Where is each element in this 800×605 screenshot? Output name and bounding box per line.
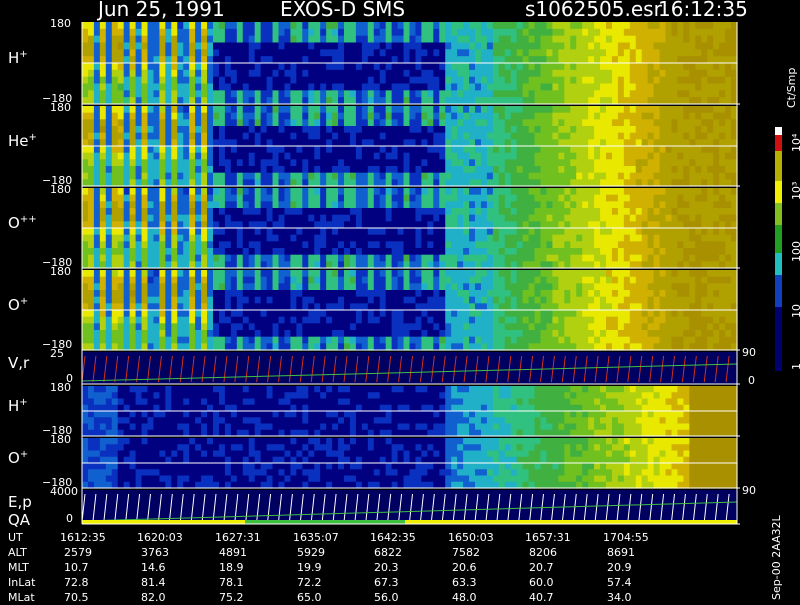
ephemeris-value: 6822 [374, 546, 402, 559]
ephemeris-label: InLat [8, 576, 35, 589]
y-tick-top: 180 [50, 265, 71, 278]
ephemeris-label: MLT [8, 561, 29, 574]
ephemeris-value: 82.0 [141, 591, 166, 604]
ephemeris-value: 7582 [452, 546, 480, 559]
panel-label: H+ [8, 397, 28, 415]
ephemeris-value: 14.6 [141, 561, 166, 574]
ephemeris-value: 40.7 [529, 591, 554, 604]
ephemeris-value: 8206 [529, 546, 557, 559]
colorbar-swatch [775, 275, 782, 307]
colorbar-tick: 1 [790, 363, 800, 370]
ephemeris-value: 1642:35 [370, 531, 416, 544]
ephemeris-value: 18.9 [219, 561, 244, 574]
colorbar-swatch [775, 181, 782, 203]
colorbar-swatch [775, 135, 782, 151]
ephemeris-value: 1635:07 [293, 531, 339, 544]
ephemeris-value: 75.2 [219, 591, 244, 604]
ephemeris-value: 48.0 [452, 591, 477, 604]
ephemeris-value: 1704:55 [603, 531, 649, 544]
y-tick-bottom: 0 [66, 512, 73, 525]
panel-label: V,r [8, 354, 29, 372]
ephemeris-value: 70.5 [64, 591, 89, 604]
ephemeris-value: 72.8 [64, 576, 89, 589]
ephemeris-value: 1650:03 [448, 531, 494, 544]
panel-label: O++ [8, 214, 37, 232]
ephemeris-value: 57.4 [607, 576, 632, 589]
colorbar-swatch [775, 307, 782, 371]
y-tick-top: 4000 [50, 485, 78, 498]
ephemeris-value: 3763 [141, 546, 169, 559]
ephemeris-value: 20.9 [607, 561, 632, 574]
ephemeris-value: 1657:31 [525, 531, 571, 544]
colorbar-tick: 100 [790, 241, 800, 262]
ephemeris-row: UT 1612:35 1620:03 1627:31 1635:07 1642:35 165… [0, 531, 740, 545]
y-tick-top: 25 [50, 347, 64, 360]
ephemeris-value: 81.4 [141, 576, 166, 589]
ephemeris-value: 20.3 [374, 561, 399, 574]
ephemeris-value: 8691 [607, 546, 635, 559]
ephemeris-value: 1627:31 [215, 531, 261, 544]
qa-bar-segment [245, 520, 405, 524]
y-tick-right: 90 [742, 484, 756, 497]
ephemeris-value: 4891 [219, 546, 247, 559]
ephemeris-value: 20.7 [529, 561, 554, 574]
ephemeris-value: 20.6 [452, 561, 477, 574]
panel-label: O+ [8, 296, 28, 314]
y-tick-right: 90 [742, 346, 756, 359]
ephemeris-row: MLat 70.5 82.0 75.2 65.0 56.0 48.0 40.7 34.0 [0, 591, 740, 605]
colorbar-swatch [775, 225, 782, 253]
ephemeris-value: 5929 [297, 546, 325, 559]
ephemeris-value: 63.3 [452, 576, 477, 589]
ephemeris-row: MLT 10.7 14.6 18.9 19.9 20.3 20.6 20.7 20.9 [0, 561, 740, 575]
ephemeris-value: 65.0 [297, 591, 322, 604]
ephemeris-value: 1612:35 [60, 531, 106, 544]
colorbar-tick: 10³ [790, 182, 800, 200]
ephemeris-value: 67.3 [374, 576, 399, 589]
y-tick-top: 180 [50, 381, 71, 394]
colorbar-tick: 10⁴ [790, 134, 800, 152]
y-tick-top: 180 [50, 17, 71, 30]
ephemeris-value: 2579 [64, 546, 92, 559]
ephemeris-value: 1620:03 [137, 531, 183, 544]
ephemeris-label: UT [8, 531, 23, 544]
colorbar-swatch [775, 127, 782, 135]
panel-label: He+ [8, 132, 37, 150]
ephemeris-row: ALT 2579 3763 4891 5929 6822 7582 8206 8691 [0, 546, 740, 560]
colorbar-swatch [775, 253, 782, 275]
processing-stamp: Sep-00 2AA32L [770, 515, 783, 600]
qa-bar [82, 520, 737, 524]
ephemeris-value: 56.0 [374, 591, 399, 604]
colorbar-swatch [775, 151, 782, 181]
ephemeris-label: MLat [8, 591, 35, 604]
panel-label: H+ [8, 49, 28, 67]
y-tick-right-zero: 0 [748, 374, 755, 387]
ephemeris-value: 19.9 [297, 561, 322, 574]
ephemeris-value: 72.2 [297, 576, 322, 589]
colorbar-unit: Ct/Smp [785, 68, 798, 108]
ephemeris-row: InLat 72.8 81.4 78.1 72.2 67.3 63.3 60.0 57.4 [0, 576, 740, 590]
ephemeris-value: 60.0 [529, 576, 554, 589]
panel-label: O+ [8, 449, 28, 467]
y-tick-top: 180 [50, 433, 71, 446]
ephemeris-value: 34.0 [607, 591, 632, 604]
colorbar-tick: 10 [790, 304, 800, 318]
ephemeris-value: 10.7 [64, 561, 89, 574]
ephemeris-label: ALT [8, 546, 27, 559]
colorbar-swatch [775, 203, 782, 225]
ephemeris-value: 78.1 [219, 576, 244, 589]
y-tick-top: 180 [50, 101, 71, 114]
y-tick-top: 180 [50, 183, 71, 196]
